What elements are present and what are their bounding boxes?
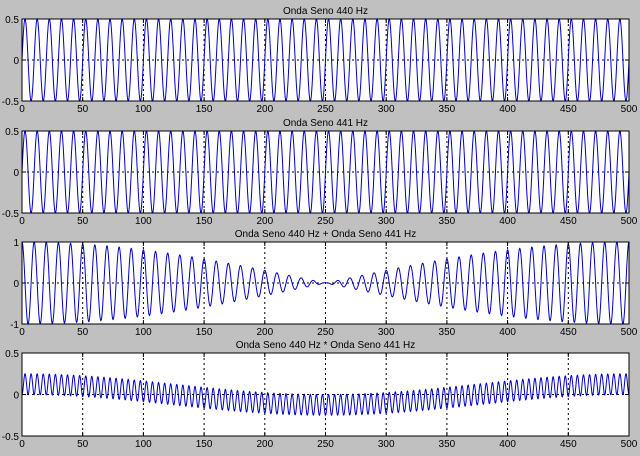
x-tick-label: 400 (499, 216, 516, 227)
x-tick-label: 300 (378, 439, 395, 450)
series-line (21, 373, 630, 417)
y-tick-label: 1 (13, 238, 19, 249)
y-tick-label: 0.5 (5, 349, 19, 360)
x-tick-label: 0 (19, 216, 25, 227)
series-line (21, 130, 630, 214)
series-line (21, 241, 630, 325)
x-tick-label: 150 (196, 104, 213, 115)
x-tick-label: 100 (135, 216, 152, 227)
x-tick-label: 500 (621, 439, 638, 450)
chart-title: Onda Seno 440 Hz * Onda Seno 441 Hz (236, 340, 416, 351)
y-tick-label: -1 (10, 320, 19, 331)
y-tick-label: 0 (13, 56, 19, 67)
x-tick-label: 500 (621, 216, 638, 227)
x-tick-label: 100 (135, 327, 152, 338)
x-tick-label: 400 (499, 104, 516, 115)
x-tick-label: 300 (378, 327, 395, 338)
chart-title: Onda Seno 441 Hz (283, 118, 368, 129)
x-tick-label: 100 (135, 104, 152, 115)
x-tick-label: 200 (256, 104, 273, 115)
x-tick-label: 0 (19, 327, 25, 338)
x-tick-label: 400 (499, 327, 516, 338)
x-tick-label: 200 (256, 439, 273, 450)
x-tick-label: 200 (256, 327, 273, 338)
x-tick-label: 350 (439, 216, 456, 227)
x-tick-label: 450 (560, 216, 577, 227)
y-tick-label: 0 (13, 391, 19, 402)
y-tick-label: -0.5 (2, 432, 20, 443)
x-tick-label: 500 (621, 104, 638, 115)
chart-title: Onda Seno 440 Hz (283, 6, 368, 17)
x-tick-label: 400 (499, 439, 516, 450)
y-tick-label: -0.5 (2, 209, 20, 220)
x-tick-label: 150 (196, 439, 213, 450)
series-line (21, 18, 630, 102)
x-tick-label: 300 (378, 216, 395, 227)
x-tick-label: 350 (439, 439, 456, 450)
x-tick-label: 250 (317, 327, 334, 338)
x-tick-label: 450 (560, 104, 577, 115)
x-tick-label: 250 (317, 439, 334, 450)
y-tick-label: 0 (13, 168, 19, 179)
x-tick-label: 150 (196, 216, 213, 227)
x-tick-label: 50 (77, 104, 89, 115)
x-tick-label: 200 (256, 216, 273, 227)
x-tick-label: 0 (19, 439, 25, 450)
y-tick-label: 0 (13, 279, 19, 290)
x-tick-label: 450 (560, 439, 577, 450)
y-tick-label: 0.5 (5, 15, 19, 26)
x-tick-label: 100 (135, 439, 152, 450)
x-tick-label: 300 (378, 104, 395, 115)
x-tick-label: 450 (560, 327, 577, 338)
chart-title: Onda Seno 440 Hz + Onda Seno 441 Hz (235, 229, 417, 240)
x-tick-label: 350 (439, 104, 456, 115)
x-tick-label: 50 (77, 327, 89, 338)
x-tick-label: 0 (19, 104, 25, 115)
x-tick-label: 250 (317, 216, 334, 227)
x-tick-label: 500 (621, 327, 638, 338)
x-tick-label: 50 (77, 216, 89, 227)
y-tick-label: 0.5 (5, 127, 19, 138)
x-tick-label: 250 (317, 104, 334, 115)
x-tick-label: 50 (77, 439, 89, 450)
x-tick-label: 350 (439, 327, 456, 338)
x-tick-label: 150 (196, 327, 213, 338)
y-tick-label: -0.5 (2, 97, 20, 108)
